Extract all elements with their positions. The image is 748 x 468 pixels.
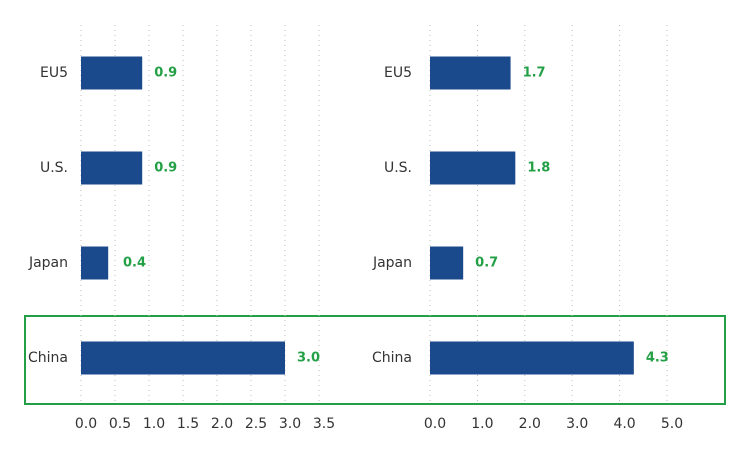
x-tick-label: 3.0 <box>566 416 588 432</box>
value-label: 0.9 <box>154 161 177 176</box>
category-label: EU5 <box>384 65 412 81</box>
bar <box>81 56 143 90</box>
x-tick-label: 4.0 <box>613 416 635 432</box>
x-tick-label: 1.0 <box>471 416 493 432</box>
category-label: Japan <box>372 255 412 271</box>
bar <box>81 341 285 375</box>
value-label: 0.7 <box>475 256 498 271</box>
category-label: Japan <box>28 255 68 271</box>
value-label: 1.8 <box>527 161 550 176</box>
x-tick-label: 0.0 <box>424 416 446 432</box>
value-label: 0.4 <box>123 256 146 271</box>
value-label: 0.9 <box>154 66 177 81</box>
category-label: U.S. <box>384 160 412 176</box>
value-label: 1.7 <box>523 66 546 81</box>
bar <box>430 341 634 375</box>
x-tick-label: 1.5 <box>177 416 199 432</box>
value-label: 4.3 <box>646 351 669 366</box>
x-tick-label: 3.5 <box>313 416 335 432</box>
x-tick-label: 2.0 <box>211 416 233 432</box>
x-tick-label: 0.5 <box>109 416 131 432</box>
category-label: China <box>372 350 412 366</box>
x-tick-label: 0.0 <box>75 416 97 432</box>
category-label: EU5 <box>40 65 68 81</box>
x-tick-label: 2.5 <box>245 416 267 432</box>
bar <box>430 246 464 280</box>
bar <box>430 56 511 90</box>
category-label: U.S. <box>40 160 68 176</box>
x-tick-label: 2.0 <box>519 416 541 432</box>
x-tick-label: 5.0 <box>661 416 683 432</box>
x-tick-label: 3.0 <box>279 416 301 432</box>
bar <box>81 151 143 185</box>
category-label: China <box>28 350 68 366</box>
highlight-box <box>24 315 726 405</box>
bar <box>430 151 516 185</box>
bar <box>81 246 109 280</box>
x-tick-label: 1.0 <box>143 416 165 432</box>
value-label: 3.0 <box>297 351 320 366</box>
